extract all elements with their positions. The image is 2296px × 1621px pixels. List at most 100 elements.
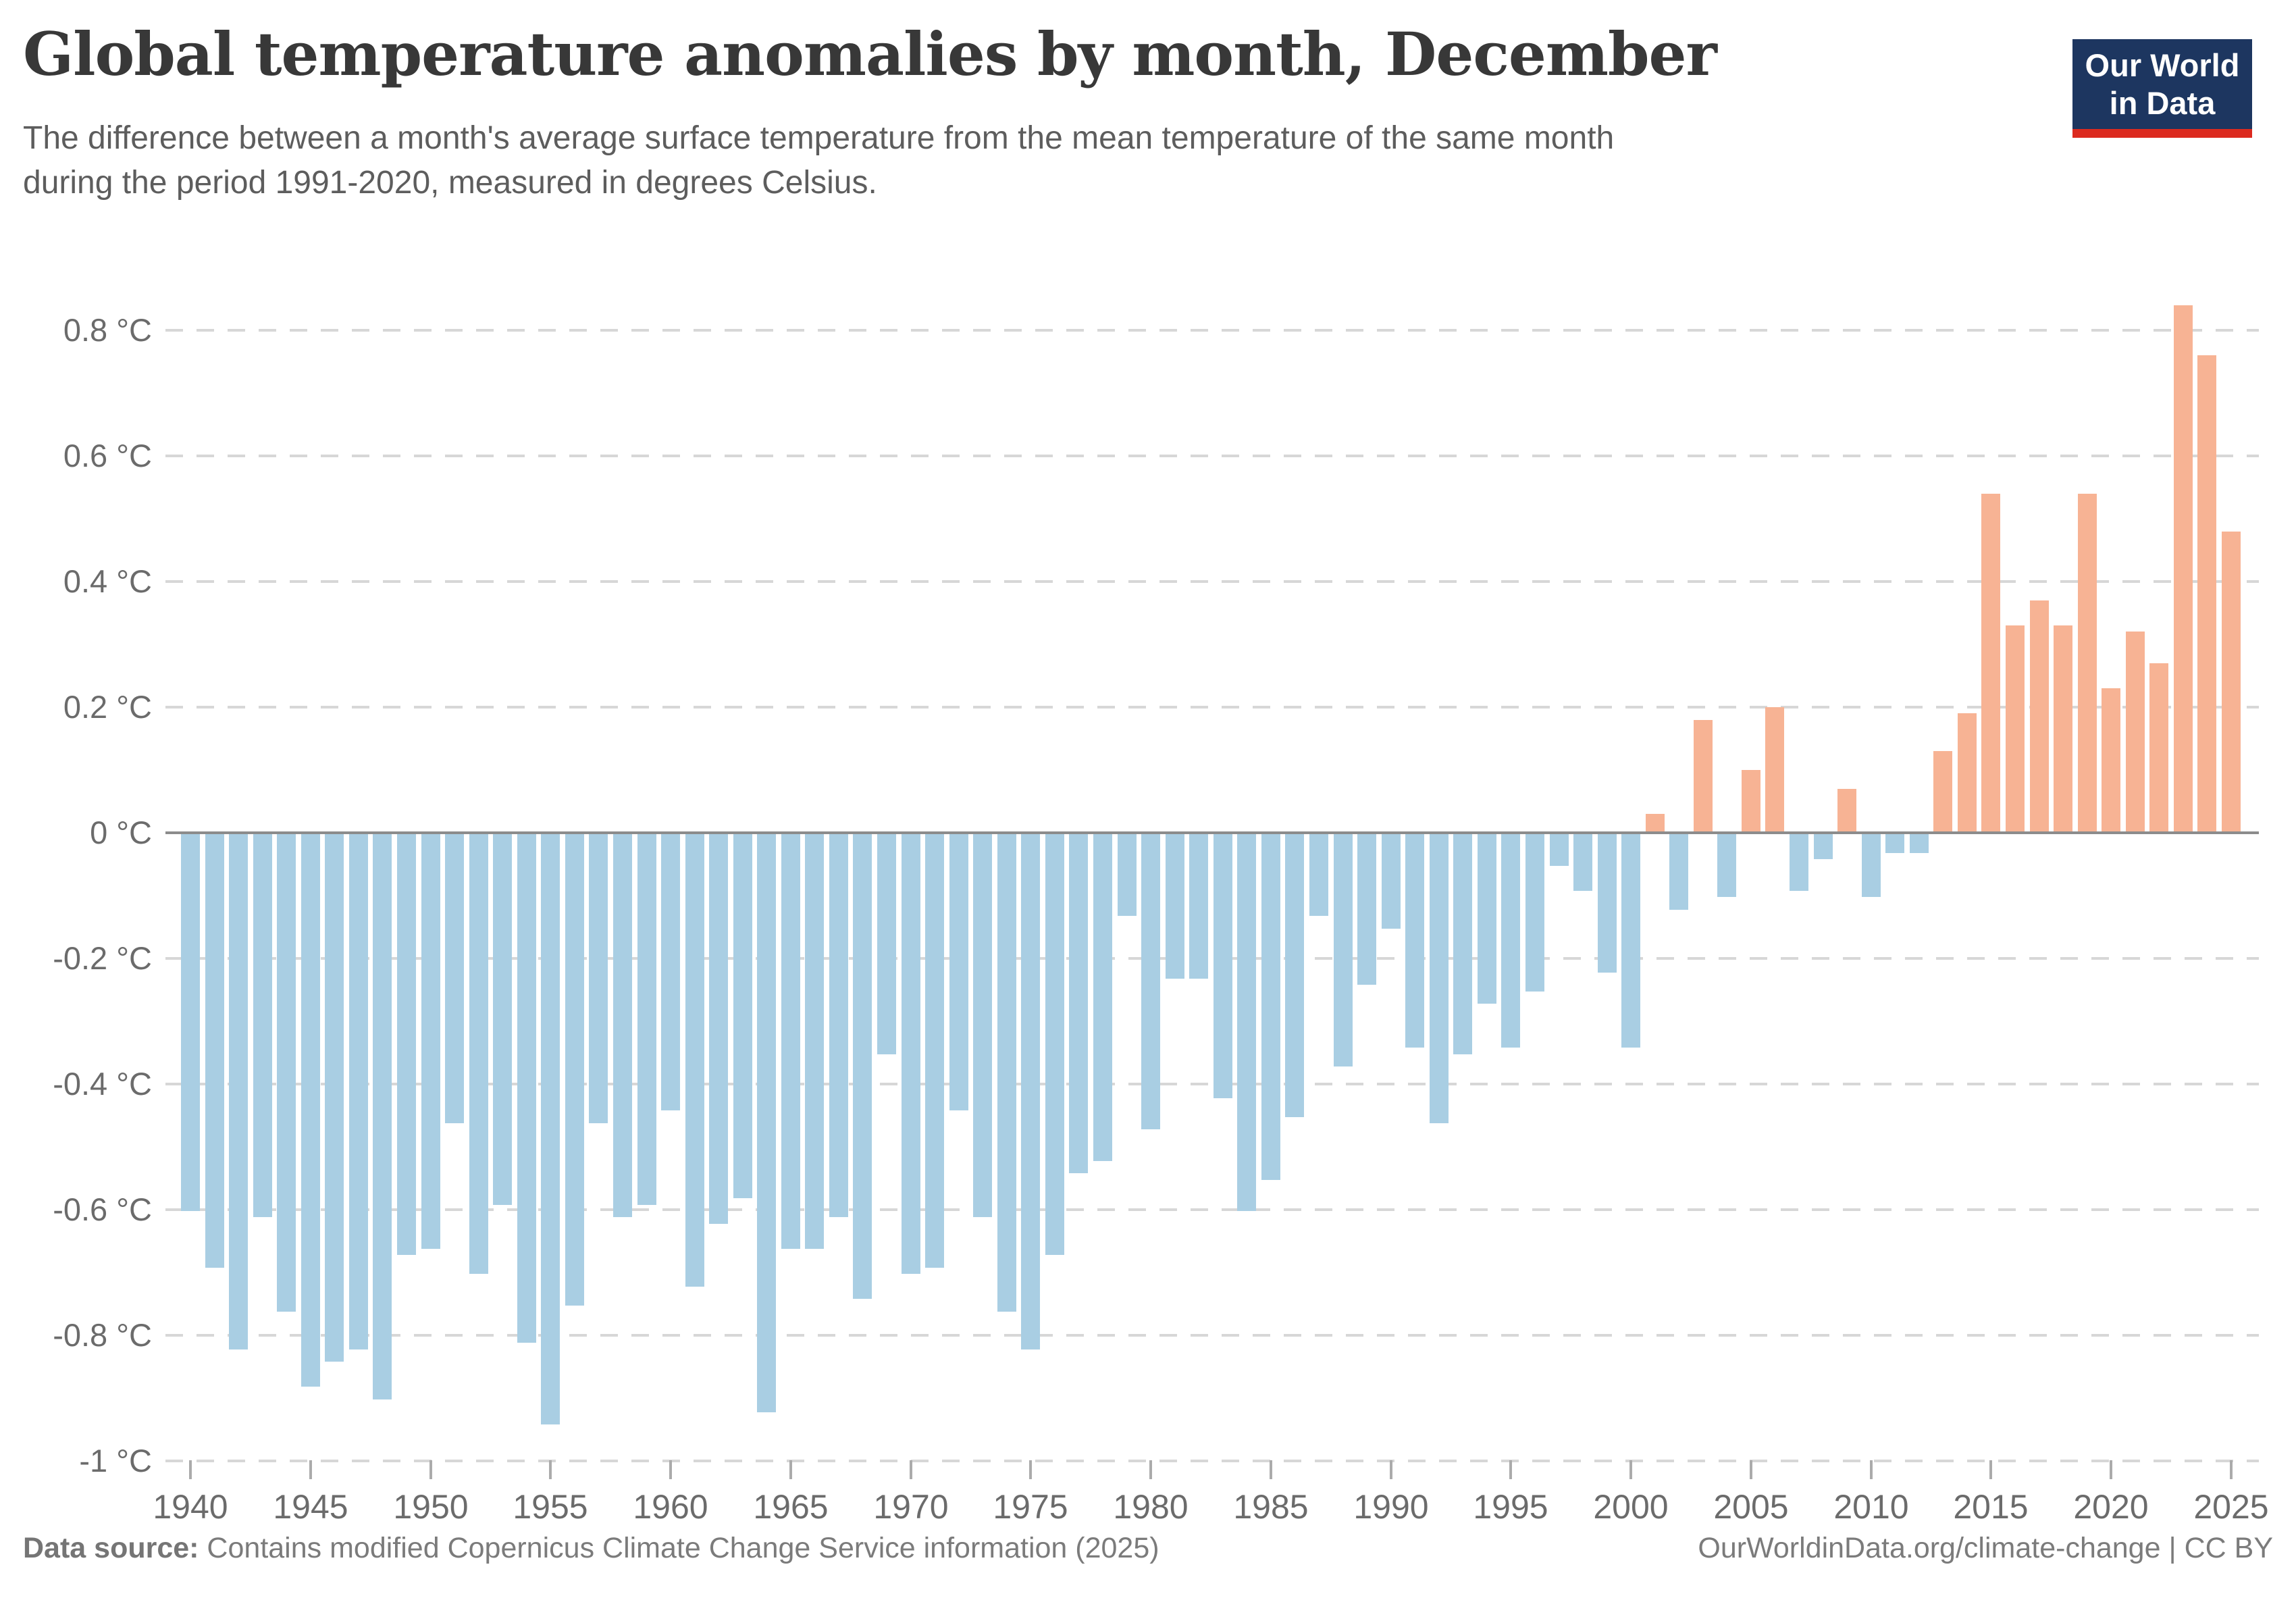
bar-1951[interactable] <box>445 834 464 1123</box>
bar-1982[interactable] <box>1189 834 1208 979</box>
bar-1959[interactable] <box>637 834 656 1205</box>
bar-2009[interactable] <box>1837 789 1856 833</box>
owid-logo-line1: Our World <box>2085 47 2240 83</box>
bar-1969[interactable] <box>877 834 896 1054</box>
bar-2002[interactable] <box>1669 834 1688 910</box>
bar-1949[interactable] <box>397 834 416 1255</box>
x-tick-mark-1970 <box>910 1460 912 1479</box>
y-tick-label-0.6: 0.6 °C <box>63 438 152 473</box>
bar-1983[interactable] <box>1214 834 1232 1098</box>
bar-1961[interactable] <box>685 834 704 1287</box>
bar-2004[interactable] <box>1717 834 1736 897</box>
x-tick-mark-1955 <box>549 1460 552 1479</box>
bar-1991[interactable] <box>1405 834 1424 1048</box>
bar-1989[interactable] <box>1357 834 1376 985</box>
bar-1974[interactable] <box>997 834 1016 1312</box>
gridline--0.4 <box>165 1083 2259 1085</box>
bar-1992[interactable] <box>1430 834 1449 1123</box>
bar-1952[interactable] <box>469 834 488 1274</box>
bar-1975[interactable] <box>1021 834 1040 1349</box>
bar-2012[interactable] <box>1910 834 1929 853</box>
chart-subtitle-line1: The difference between a month's average… <box>23 120 1615 156</box>
bar-2013[interactable] <box>1933 751 1952 833</box>
bar-1956[interactable] <box>565 834 584 1306</box>
bar-1945[interactable] <box>301 834 320 1387</box>
bar-1986[interactable] <box>1285 834 1304 1117</box>
bar-1993[interactable] <box>1453 834 1472 1054</box>
bar-2014[interactable] <box>1958 713 1977 833</box>
bar-2020[interactable] <box>2102 688 2120 833</box>
bar-2000[interactable] <box>1621 834 1640 1048</box>
bar-1994[interactable] <box>1478 834 1496 1004</box>
bar-1953[interactable] <box>493 834 512 1205</box>
bar-2011[interactable] <box>1885 834 1904 853</box>
bar-1968[interactable] <box>853 834 872 1299</box>
bar-1981[interactable] <box>1166 834 1184 979</box>
bar-2023[interactable] <box>2174 305 2193 833</box>
bar-1946[interactable] <box>325 834 344 1362</box>
bar-1966[interactable] <box>805 834 824 1249</box>
bar-1965[interactable] <box>781 834 800 1249</box>
bar-1941[interactable] <box>205 834 224 1268</box>
bar-1988[interactable] <box>1334 834 1353 1066</box>
bar-1942[interactable] <box>229 834 248 1349</box>
bar-1960[interactable] <box>661 834 680 1110</box>
bar-1997[interactable] <box>1550 834 1569 866</box>
bar-1999[interactable] <box>1598 834 1617 973</box>
bar-1984[interactable] <box>1237 834 1256 1211</box>
bar-1987[interactable] <box>1309 834 1328 916</box>
bar-1948[interactable] <box>373 834 392 1399</box>
bar-1978[interactable] <box>1093 834 1112 1161</box>
bar-2006[interactable] <box>1765 707 1784 833</box>
bar-1954[interactable] <box>517 834 536 1343</box>
bar-1977[interactable] <box>1069 834 1088 1173</box>
bar-1943[interactable] <box>253 834 272 1217</box>
bar-2003[interactable] <box>1694 720 1713 833</box>
y-tick-label--0.4: -0.4 °C <box>53 1066 152 1102</box>
bar-1979[interactable] <box>1118 834 1137 916</box>
bar-1950[interactable] <box>421 834 440 1249</box>
bar-2007[interactable] <box>1790 834 1808 891</box>
bar-1970[interactable] <box>902 834 920 1274</box>
bar-1976[interactable] <box>1045 834 1064 1255</box>
bar-2024[interactable] <box>2197 355 2216 833</box>
bar-1967[interactable] <box>829 834 848 1217</box>
bar-2021[interactable] <box>2126 632 2145 833</box>
bar-1964[interactable] <box>757 834 776 1412</box>
bar-1971[interactable] <box>925 834 944 1268</box>
bar-1947[interactable] <box>349 834 368 1349</box>
bar-1940[interactable] <box>181 834 200 1211</box>
bar-1972[interactable] <box>949 834 968 1110</box>
bar-2001[interactable] <box>1646 814 1665 833</box>
bar-1958[interactable] <box>613 834 632 1217</box>
chart-subtitle: The difference between a month's average… <box>23 116 2116 205</box>
bar-2017[interactable] <box>2030 600 2049 833</box>
owid-url-link[interactable]: OurWorldinData.org/climate-change <box>1698 1532 2161 1564</box>
bar-1973[interactable] <box>973 834 992 1217</box>
chart-title: Global temperature anomalies by month, D… <box>23 19 1717 89</box>
bar-1962[interactable] <box>709 834 728 1224</box>
bar-2005[interactable] <box>1742 770 1760 833</box>
bar-2010[interactable] <box>1862 834 1881 897</box>
bar-1980[interactable] <box>1141 834 1160 1129</box>
bar-1944[interactable] <box>277 834 296 1312</box>
bar-1957[interactable] <box>589 834 608 1123</box>
bar-1996[interactable] <box>1525 834 1544 992</box>
bar-1998[interactable] <box>1573 834 1592 891</box>
bar-2022[interactable] <box>2149 663 2168 833</box>
y-tick-label--0.2: -0.2 °C <box>53 940 152 976</box>
gridline--0.8 <box>165 1334 2259 1337</box>
bar-1995[interactable] <box>1501 834 1520 1048</box>
bar-1985[interactable] <box>1261 834 1280 1180</box>
bar-1963[interactable] <box>733 834 752 1198</box>
x-tick-mark-2010 <box>1870 1460 1873 1479</box>
bar-1990[interactable] <box>1382 834 1401 929</box>
owid-logo[interactable]: Our World in Data <box>2072 39 2252 138</box>
bar-1955[interactable] <box>541 834 560 1424</box>
bar-2015[interactable] <box>1981 494 2000 833</box>
bar-2018[interactable] <box>2054 625 2072 833</box>
bar-2025[interactable] <box>2222 532 2241 833</box>
bar-2019[interactable] <box>2078 494 2097 833</box>
bar-2016[interactable] <box>2006 625 2025 833</box>
bar-2008[interactable] <box>1814 834 1833 859</box>
